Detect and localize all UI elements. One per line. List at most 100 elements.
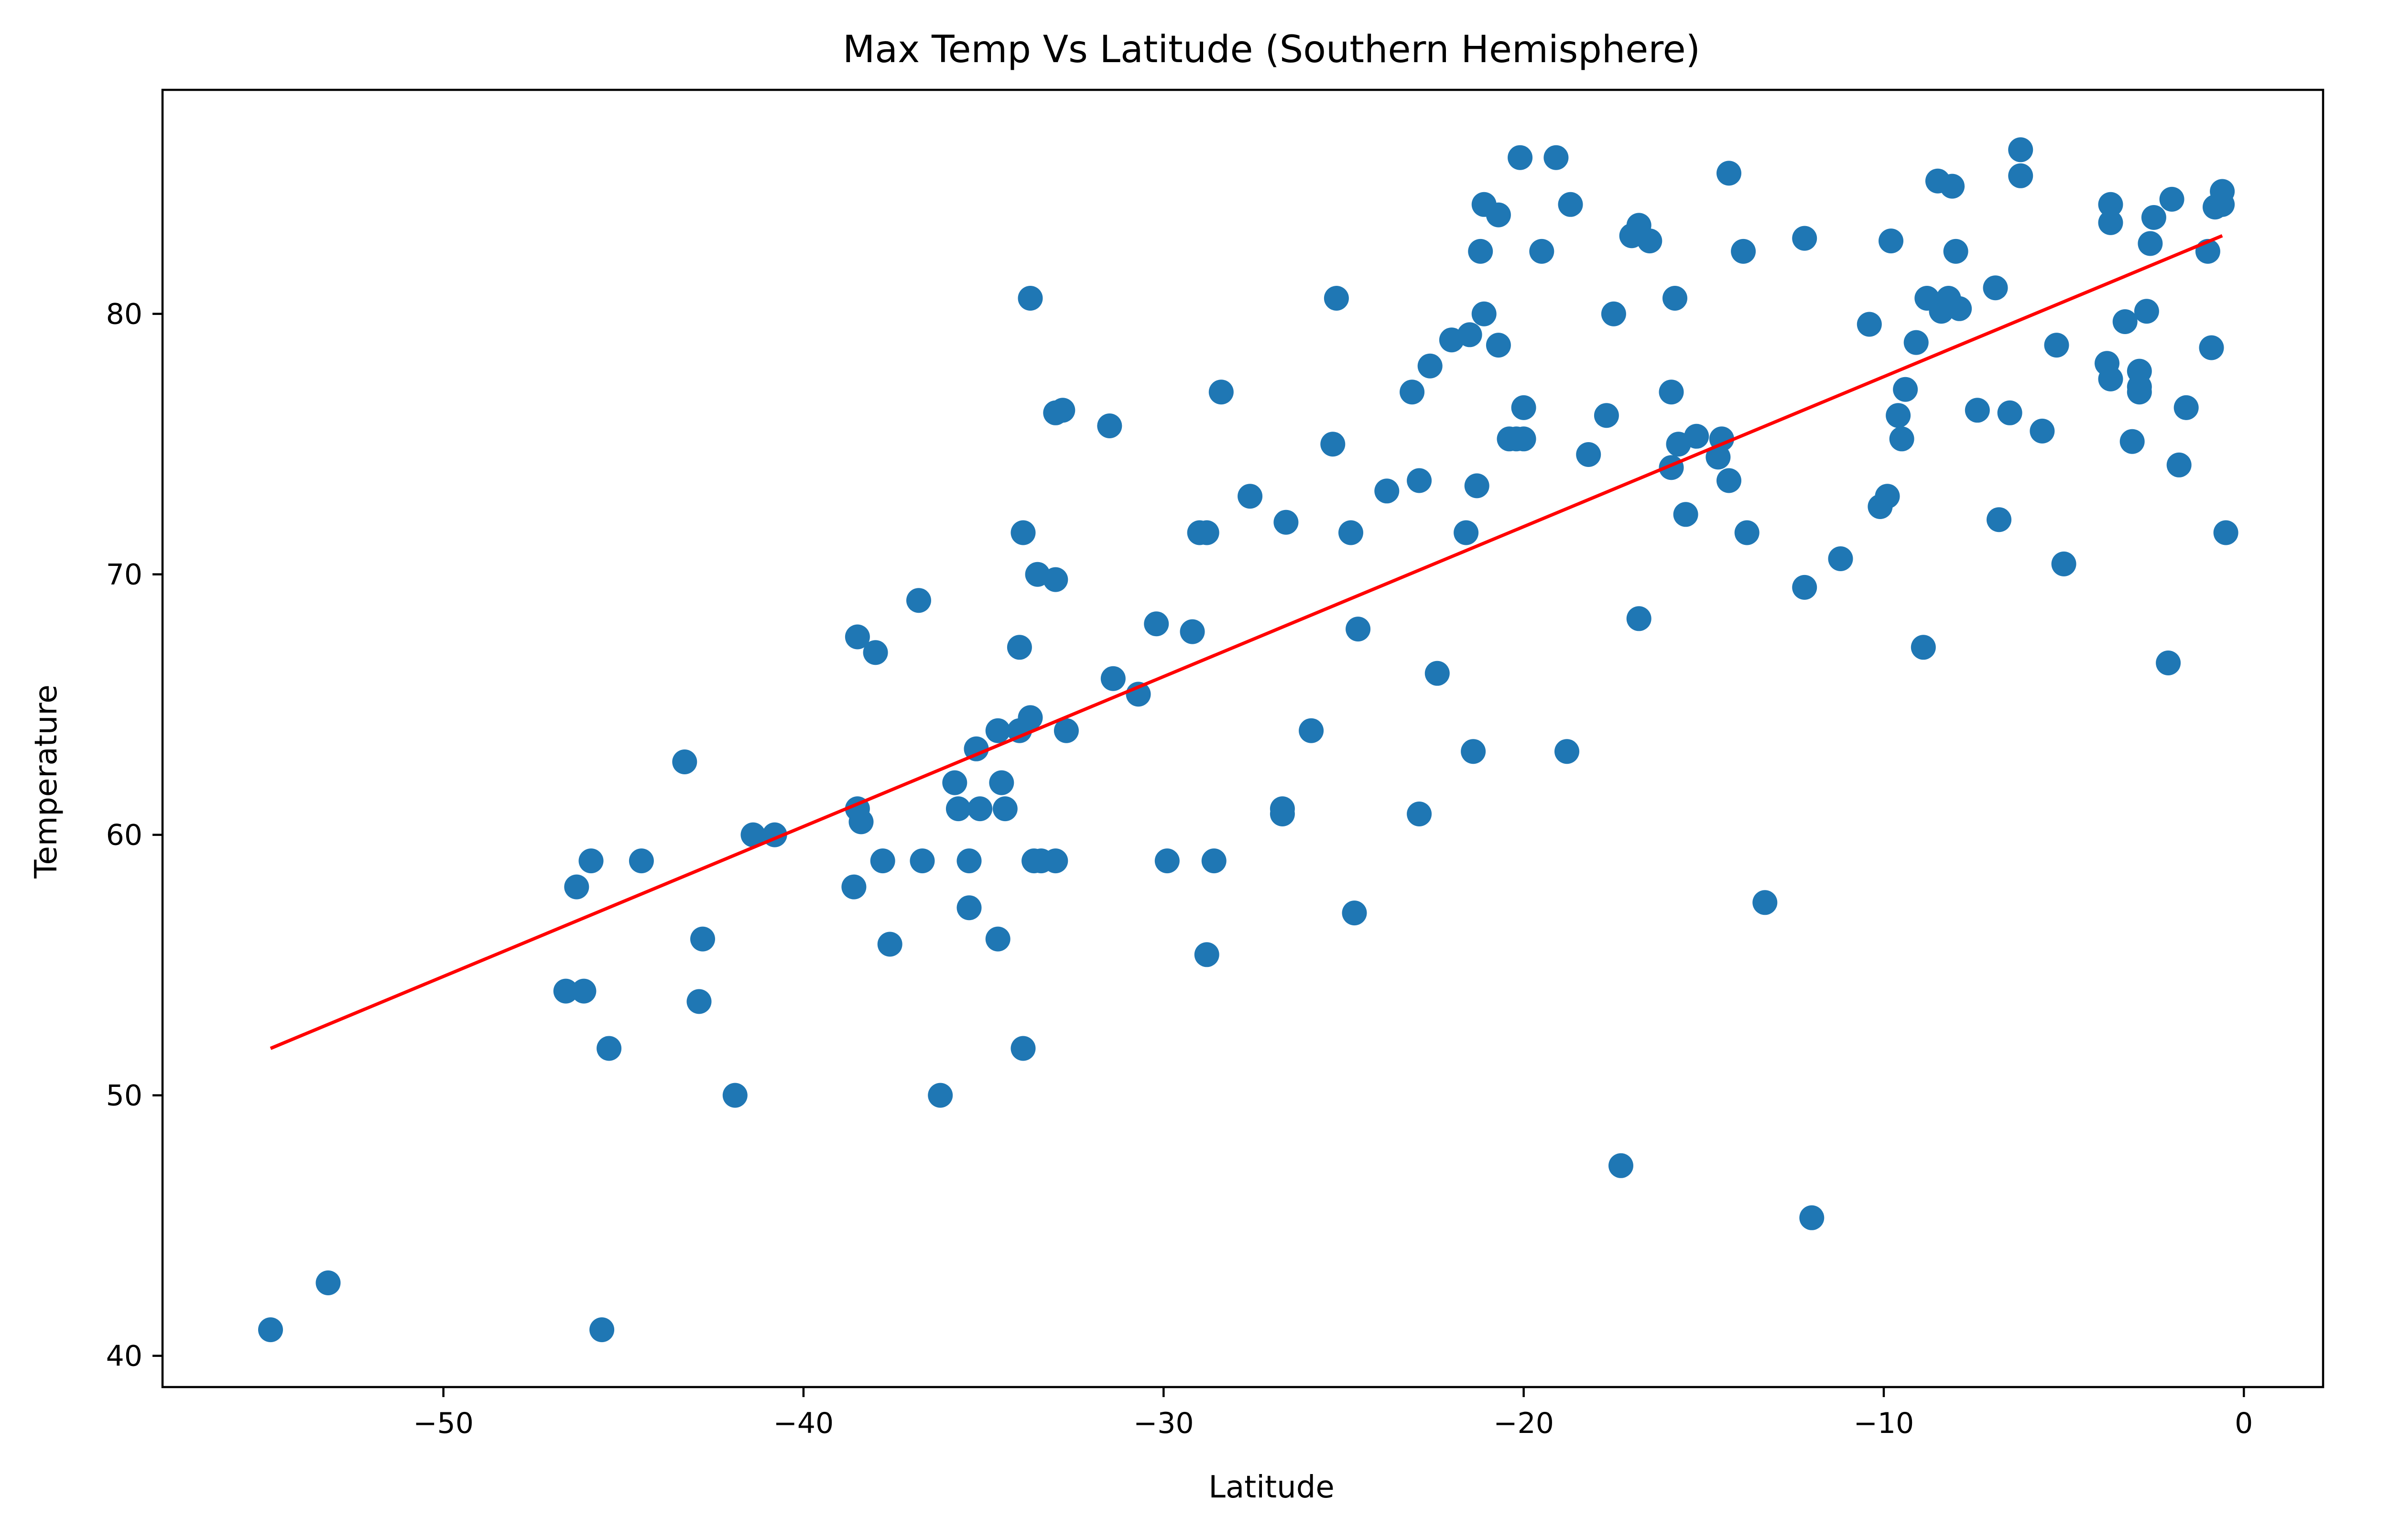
data-point-6 (578, 848, 604, 874)
data-point-52 (1144, 611, 1169, 637)
data-point-15 (841, 874, 867, 900)
data-point-111 (1716, 468, 1741, 493)
y-tick-label: 40 (106, 1340, 142, 1373)
data-point-1 (315, 1270, 341, 1295)
data-point-67 (1338, 520, 1363, 545)
data-point-148 (2098, 366, 2123, 391)
data-point-138 (1987, 507, 2011, 532)
y-axis-label: Temperature (29, 684, 64, 878)
data-point-73 (1407, 802, 1432, 826)
data-point-49 (1097, 413, 1122, 438)
data-point-85 (1486, 333, 1511, 358)
data-point-10 (686, 989, 712, 1014)
data-point-71 (1400, 380, 1425, 405)
data-point-68 (1342, 900, 1367, 926)
x-tick-label: 0 (2235, 1407, 2253, 1440)
data-point-37 (1010, 1036, 1036, 1061)
data-point-57 (1194, 942, 1219, 967)
data-point-56 (1194, 520, 1219, 545)
data-point-70 (1374, 478, 1400, 504)
data-point-135 (1947, 296, 1972, 321)
data-point-140 (2008, 137, 2033, 163)
data-point-88 (1508, 145, 1533, 170)
data-point-58 (1201, 848, 1227, 874)
data-point-95 (1576, 442, 1601, 467)
data-point-64 (1299, 718, 1324, 743)
data-point-54 (1180, 619, 1205, 644)
data-point-53 (1154, 848, 1180, 874)
data-point-158 (2159, 186, 2184, 212)
data-point-9 (672, 749, 697, 774)
data-point-24 (928, 1083, 953, 1108)
data-point-28 (956, 895, 982, 921)
data-point-36 (1007, 635, 1032, 660)
data-point-89 (1511, 395, 1536, 420)
data-point-69 (1346, 617, 1371, 642)
data-point-165 (2210, 179, 2235, 204)
data-point-77 (1454, 520, 1479, 545)
data-point-116 (1792, 226, 1817, 251)
data-point-126 (1893, 377, 1918, 402)
data-point-124 (1886, 403, 1911, 428)
data-point-63 (1273, 510, 1299, 535)
data-point-91 (1529, 239, 1554, 264)
data-point-39 (1018, 705, 1043, 730)
data-point-107 (1673, 502, 1698, 527)
data-point-83 (1471, 301, 1497, 326)
data-point-115 (1752, 890, 1778, 915)
data-point-78 (1457, 322, 1482, 347)
data-point-117 (1792, 575, 1817, 600)
data-point-113 (1731, 239, 1756, 264)
data-point-96 (1594, 403, 1619, 428)
data-point-122 (1875, 484, 1900, 509)
y-tick-label: 60 (106, 819, 142, 852)
data-point-134 (1943, 239, 1968, 264)
data-points (258, 137, 2238, 1343)
data-point-18 (845, 624, 870, 650)
data-point-84 (1486, 202, 1511, 228)
data-point-146 (2098, 192, 2123, 217)
data-point-133 (1940, 174, 1965, 199)
data-point-144 (2051, 551, 2076, 576)
data-point-23 (910, 848, 935, 874)
data-point-19 (863, 640, 888, 665)
x-tick-label: −30 (1133, 1407, 1194, 1440)
data-point-157 (2156, 651, 2181, 675)
data-point-160 (2173, 395, 2199, 420)
data-point-75 (1424, 661, 1450, 686)
data-point-72 (1407, 468, 1432, 493)
axis-ticks: −50 −40 −30 −20 −10 0 40 50 60 70 80 (106, 298, 2253, 1440)
data-point-102 (1637, 228, 1662, 254)
data-point-3 (553, 978, 578, 1004)
data-point-65 (1320, 432, 1346, 457)
data-point-27 (956, 848, 982, 874)
data-point-29 (964, 736, 989, 761)
data-point-118 (1799, 1205, 1825, 1230)
data-point-31 (985, 718, 1010, 743)
data-point-123 (1879, 228, 1903, 254)
data-point-20 (870, 848, 895, 874)
data-point-92 (1543, 145, 1569, 170)
data-point-142 (2030, 418, 2055, 444)
data-point-13 (740, 822, 766, 847)
data-point-38 (1010, 520, 1036, 545)
data-point-98 (1608, 1153, 1633, 1178)
data-point-4 (571, 978, 597, 1004)
data-point-21 (877, 932, 902, 957)
data-point-166 (2213, 520, 2238, 545)
data-point-45 (1043, 848, 1068, 874)
y-tick-label: 70 (106, 558, 142, 592)
y-tick-label: 80 (106, 298, 142, 331)
data-point-12 (722, 1083, 748, 1108)
data-point-149 (2112, 309, 2138, 334)
data-point-162 (2199, 335, 2224, 360)
data-point-25 (942, 770, 967, 795)
data-point-62 (1270, 796, 1295, 822)
data-point-150 (2119, 429, 2145, 454)
data-point-17 (848, 809, 874, 835)
data-point-125 (1889, 426, 1914, 452)
data-point-100 (1626, 606, 1651, 631)
data-point-81 (1468, 239, 1493, 264)
